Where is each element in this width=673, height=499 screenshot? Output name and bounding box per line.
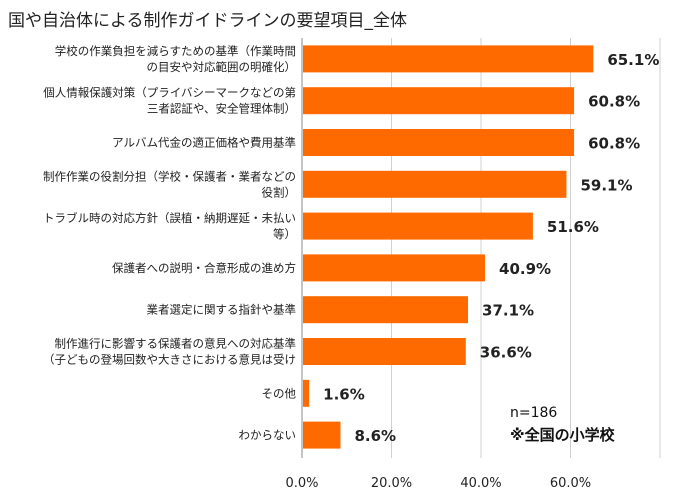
bar-0	[303, 45, 594, 73]
category-label-0: 学校の作業負担を減らすための基準（作業時間の目安や対応範囲の明確化）	[55, 44, 296, 74]
bars	[303, 45, 594, 449]
value-labels: 65.1% 60.8% 60.8% 59.1% 51.6% 40.9% 37.1% 36.6%…	[323, 51, 659, 445]
category-label-line: 制作進行に影響する保護者の意見への対応基準	[55, 337, 297, 351]
bar-2	[303, 129, 575, 156]
category-label-line: その他	[262, 386, 297, 400]
bar-9	[303, 421, 341, 449]
category-label-line: 等）	[273, 227, 296, 241]
value-label-1: 60.8%	[588, 93, 640, 111]
category-label-line: の目安や対応範囲の明確化）	[147, 60, 297, 74]
category-label-line: 保護者への説明・合意形成の進め方	[112, 261, 296, 275]
category-label-line: 個人情報保護対策（プライバシーマークなどの第	[43, 86, 296, 100]
category-label-5: 保護者への説明・合意形成の進め方	[112, 261, 296, 275]
category-label-9: わからない	[239, 428, 297, 442]
value-label-7: 36.6%	[480, 344, 532, 362]
category-label-6: 業者選定に関する指針や基準	[147, 303, 297, 317]
bar-8	[303, 379, 310, 407]
category-label-4: トラブル時の対応方針（誤植・納期遅延・未払い等）	[43, 211, 296, 241]
category-labels: 学校の作業負担を減らすための基準（作業時間の目安や対応範囲の明確化） 個人情報保護…	[43, 44, 296, 442]
x-tick-label-1: 20.0%	[371, 476, 412, 491]
bar-5	[303, 254, 486, 282]
category-label-line: 制作作業の役割分担（学校・保護者・業者などの	[43, 169, 296, 183]
category-label-1: 個人情報保護対策（プライバシーマークなどの第三者認証や、安全管理体制）	[43, 86, 296, 116]
value-label-2: 60.8%	[588, 135, 640, 153]
bar-4	[303, 212, 533, 240]
bar-6	[303, 296, 469, 324]
sample-size-annotation: n=186	[510, 405, 557, 421]
category-label-8: その他	[262, 386, 297, 400]
bar-3	[303, 170, 567, 198]
bar-1	[303, 87, 575, 115]
value-label-4: 51.6%	[547, 218, 599, 236]
category-label-line: 三者認証や、安全管理体制）	[147, 102, 296, 116]
chart-title: 国や自治体による制作ガイドラインの要望項目_全体	[8, 11, 407, 31]
value-label-6: 37.1%	[482, 302, 534, 320]
value-label-3: 59.1%	[580, 176, 632, 194]
category-label-line: わからない	[239, 428, 297, 442]
value-label-9: 8.6%	[354, 427, 396, 445]
category-label-3: 制作作業の役割分担（学校・保護者・業者などの役割）	[43, 169, 296, 199]
category-label-line: 業者選定に関する指針や基準	[147, 303, 297, 317]
value-label-8: 1.6%	[323, 385, 365, 403]
x-tick-label-2: 40.0%	[460, 476, 501, 491]
category-label-line: 役割）	[262, 185, 297, 199]
x-tick-labels: 0.0% 20.0% 40.0% 60.0%	[285, 476, 591, 491]
category-label-line: トラブル時の対応方針（誤植・納期遅延・未払い	[43, 211, 296, 225]
x-tick-label-3: 60.0%	[550, 476, 591, 491]
category-label-7: 制作進行に影響する保護者の意見への対応基準 （子どもの登場回数や大きさにおける意見…	[43, 337, 296, 367]
category-label-line: （子どもの登場回数や大きさにおける意見は受け	[43, 353, 296, 367]
bar-7	[303, 338, 466, 365]
category-label-line: 学校の作業負担を減らすための基準（作業時間	[55, 44, 296, 58]
category-label-2: アルバム代金の適正価格や費用基準	[112, 136, 296, 150]
value-label-0: 65.1%	[607, 51, 659, 69]
x-tick-label-0: 0.0%	[285, 476, 318, 491]
category-label-line: アルバム代金の適正価格や費用基準	[112, 136, 296, 150]
scope-annotation: ※全国の小学校	[510, 426, 616, 444]
value-label-5: 40.9%	[499, 260, 551, 278]
